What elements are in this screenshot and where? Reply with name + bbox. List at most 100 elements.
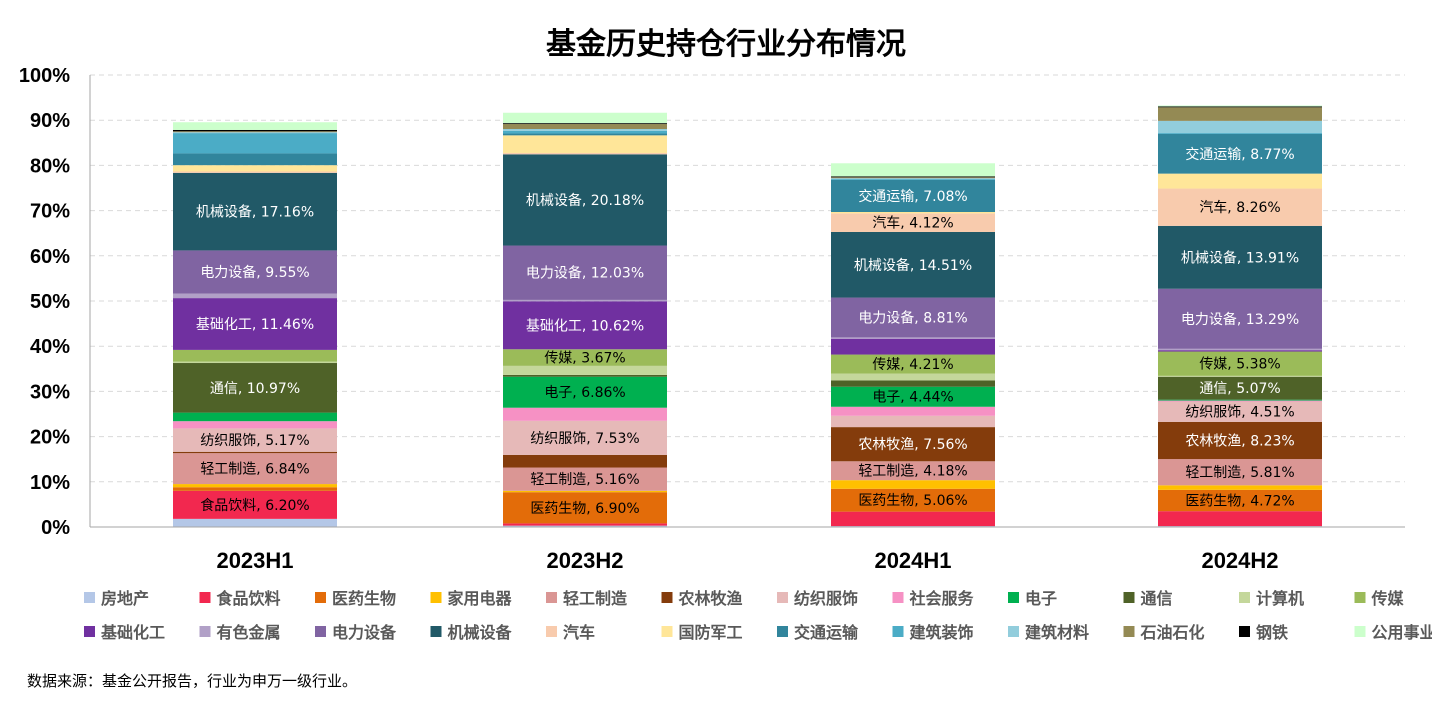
- data-label: 医药生物, 6.90%: [530, 501, 639, 517]
- bar-segment: [503, 374, 667, 377]
- data-label: 传媒, 4.21%: [872, 357, 953, 373]
- bar-segment: [503, 123, 667, 125]
- legend-item: 通信: [1123, 589, 1173, 608]
- legend-item: 社会服务: [892, 589, 975, 608]
- bar-segment: [173, 453, 337, 485]
- legend-label: 医药生物: [332, 589, 396, 608]
- data-label: 传媒, 3.67%: [544, 351, 625, 367]
- x-tick-label: 2024H1: [874, 548, 951, 573]
- data-label: 纺织服饰, 4.51%: [1185, 405, 1294, 421]
- legend-swatch: [430, 626, 442, 637]
- legend-item: 轻工制造: [546, 589, 628, 608]
- legend-label: 电力设备: [332, 623, 397, 642]
- legend-item: 建筑装饰: [892, 623, 974, 642]
- legend-swatch: [1008, 592, 1019, 603]
- legend-label: 国防军工: [679, 623, 743, 642]
- bar-segment: [1158, 421, 1322, 460]
- axes: [89, 75, 1405, 528]
- bar-segment: [1158, 401, 1322, 422]
- legend-item: 家用电器: [430, 589, 513, 608]
- x-tick-label: 2023H1: [216, 548, 293, 573]
- data-label: 交通运输, 7.08%: [858, 188, 967, 205]
- bar-segment: [503, 135, 667, 153]
- legend-item: 国防军工: [661, 623, 743, 642]
- bar-segment: [1158, 511, 1322, 527]
- data-label: 轻工制造, 5.16%: [530, 472, 639, 488]
- data-labels: 食品饮料, 6.20% 轻工制造, 6.84% 纺织服饰, 5.17% 通信, 10.…: [196, 146, 1299, 517]
- bar-segment: [173, 487, 337, 491]
- bar-segment: [831, 179, 995, 180]
- legend-swatch: [777, 626, 788, 637]
- bar-segment: [831, 179, 995, 213]
- data-label: 通信, 5.07%: [1199, 381, 1280, 397]
- bar-segment: [831, 177, 995, 179]
- bar-segment: [173, 484, 337, 488]
- legend-swatch: [1239, 626, 1250, 637]
- bar-segment: [503, 130, 667, 134]
- bar-segment: [1158, 133, 1322, 174]
- y-tick-label: 80%: [30, 155, 70, 177]
- data-label: 纺织服饰, 5.17%: [200, 433, 309, 449]
- data-label: 医药生物, 4.72%: [1185, 494, 1294, 510]
- bar-segment: [173, 172, 337, 251]
- legend-swatch: [315, 626, 326, 637]
- bar-segment: [503, 407, 667, 421]
- legend-label: 交通运输: [794, 623, 859, 642]
- legend-swatch: [199, 626, 211, 637]
- legend-swatch: [546, 626, 557, 637]
- bar-segment: [831, 511, 995, 527]
- bar-segment: [503, 523, 667, 526]
- data-label: 基础化工, 10.62%: [526, 317, 644, 334]
- legend-label: 农林牧渔: [678, 589, 743, 608]
- bar-segment: [503, 349, 667, 366]
- legend-label: 轻工制造: [563, 589, 628, 608]
- data-label: 电力设备, 9.55%: [200, 264, 309, 281]
- legend-item: 机械设备: [430, 623, 513, 642]
- y-tick-label: 50%: [30, 291, 70, 313]
- bar-segment: [173, 428, 337, 452]
- legend-label: 有色金属: [217, 623, 281, 642]
- legend-swatch: [84, 626, 95, 637]
- data-label: 农林牧渔, 8.23%: [1185, 433, 1294, 449]
- bar-segment: [831, 297, 995, 338]
- legend-swatch: [84, 592, 95, 603]
- legend-swatch: [1354, 592, 1366, 603]
- data-label: 轻工制造, 5.81%: [1185, 465, 1294, 481]
- bar-segment: [1158, 485, 1322, 490]
- bar-segment: [831, 406, 995, 416]
- bar-segment: [1158, 459, 1322, 486]
- legend-item: 房地产: [84, 589, 149, 608]
- legend-item: 食品饮料: [199, 589, 281, 608]
- legend-item: 基础化工: [84, 623, 165, 642]
- y-tick-label: 0%: [41, 517, 70, 539]
- bar-segment: [503, 301, 667, 350]
- bar-segment: [503, 124, 667, 130]
- legend-item: 交通运输: [777, 623, 859, 642]
- legend-swatch: [1354, 626, 1366, 637]
- bar-segment: [503, 133, 667, 136]
- bar-segment: [831, 231, 995, 298]
- bar-segment: [1158, 105, 1322, 107]
- bar-segment: [1158, 107, 1322, 121]
- legend-swatch: [546, 592, 557, 603]
- bar-segment: [831, 163, 995, 177]
- bar-segment: [831, 480, 995, 489]
- legend: 房地产 食品饮料 医药生物 家用电器 轻工制造 农林牧渔 纺织服饰 社会服务 电子 通信 计算机 传媒…: [84, 589, 1432, 642]
- stacked-bars: [173, 105, 1322, 527]
- bar-segment: [503, 525, 667, 527]
- legend-item: 钢铁: [1239, 623, 1288, 642]
- data-label: 通信, 10.97%: [210, 381, 300, 397]
- bar-segment: [1158, 351, 1322, 376]
- legend-swatch: [315, 592, 326, 603]
- bar-segment: [503, 376, 667, 408]
- legend-label: 家用电器: [448, 589, 513, 608]
- data-label: 医药生物, 5.06%: [858, 493, 967, 509]
- data-label: 基础化工, 11.46%: [196, 316, 314, 333]
- legend-label: 基础化工: [100, 623, 165, 642]
- legend-label: 房地产: [101, 589, 149, 608]
- data-label: 电力设备, 8.81%: [858, 309, 967, 326]
- bar-segment: [1158, 225, 1322, 289]
- bar-segment: [1158, 348, 1322, 351]
- bar-segment: [503, 152, 667, 155]
